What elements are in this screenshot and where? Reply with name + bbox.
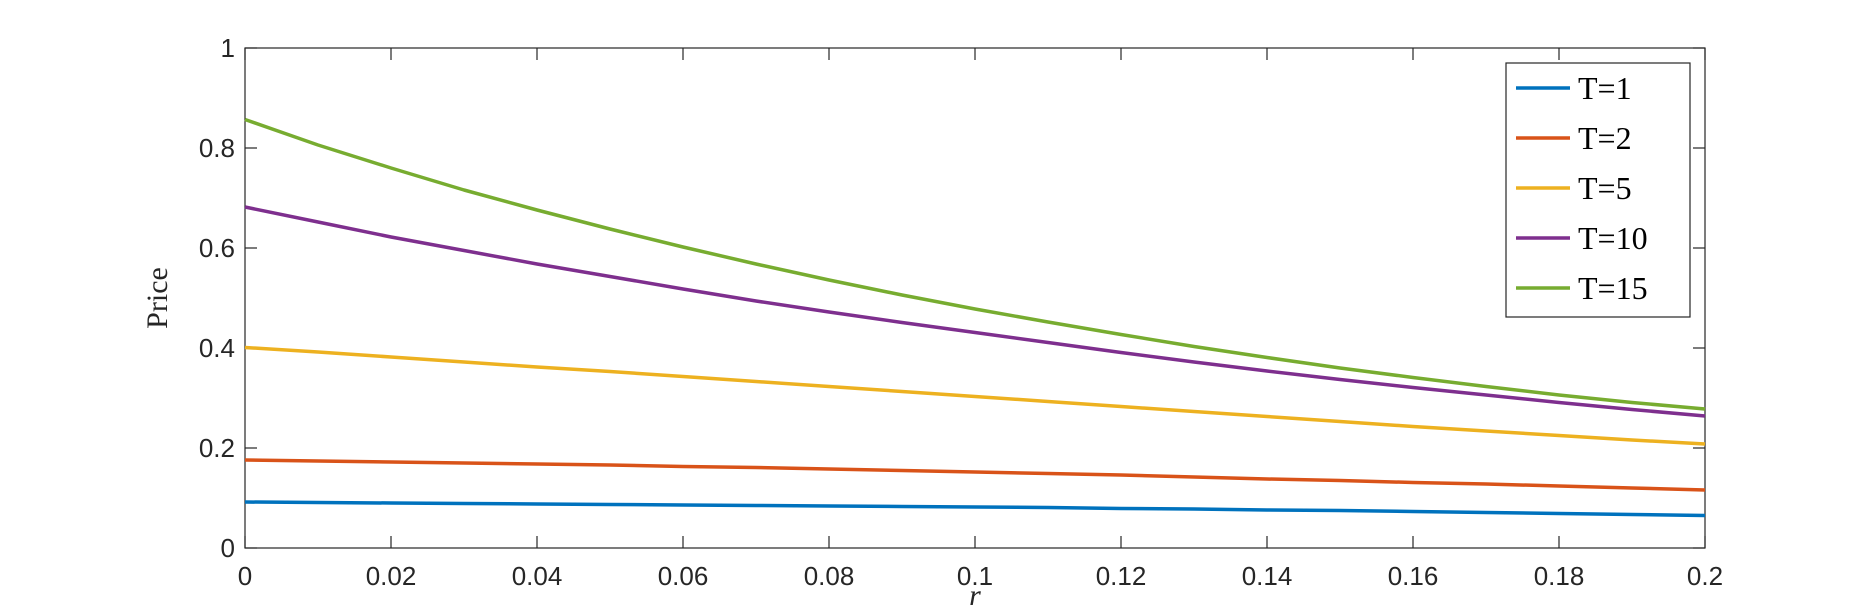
legend: T=1 T=2 T=5 T=10 T=15 — [1505, 62, 1691, 318]
x-tick-label: 0.16 — [1388, 561, 1439, 591]
legend-label-t-1: T=1 — [1578, 70, 1632, 106]
x-tick-label: 0.1 — [957, 561, 993, 591]
y-tick-label: 0 — [221, 533, 235, 563]
legend-label-t-5: T=5 — [1578, 170, 1632, 206]
x-tick-label: 0.02 — [366, 561, 417, 591]
x-tick-label: 0.04 — [512, 561, 563, 591]
legend-label-t-15: T=15 — [1578, 270, 1648, 306]
series-line-t-5 — [244, 345, 1706, 446]
axis-ticks — [244, 47, 1706, 549]
legend-label-t-10: T=10 — [1578, 220, 1648, 256]
y-tick-label: 0.6 — [199, 233, 235, 263]
x-axis-label: r — [969, 579, 981, 610]
y-tick-labels: 0 0.2 0.4 0.6 0.8 1 — [199, 33, 235, 563]
x-tick-label: 0.2 — [1687, 561, 1723, 591]
legend-label-t-2: T=2 — [1578, 120, 1632, 156]
series-line-t-15 — [244, 117, 1706, 411]
x-tick-label: 0 — [238, 561, 252, 591]
y-tick-label: 0.8 — [199, 133, 235, 163]
x-tick-label: 0.14 — [1242, 561, 1293, 591]
x-tick-label: 0.06 — [658, 561, 709, 591]
y-tick-label: 0.4 — [199, 333, 235, 363]
series-line-t-1 — [244, 500, 1706, 518]
y-tick-label: 0.2 — [199, 433, 235, 463]
series-line-t-2 — [244, 458, 1706, 492]
y-axis-label: Price — [141, 267, 174, 329]
x-tick-label: 0.08 — [804, 561, 855, 591]
y-tick-label: 1 — [221, 33, 235, 63]
legend-box — [1505, 62, 1691, 318]
x-tick-label: 0.18 — [1534, 561, 1585, 591]
x-tick-labels: 0 0.02 0.04 0.06 0.08 0.1 0.12 0.14 0.16 0.18 0.2 — [238, 561, 1723, 591]
series-layer — [244, 117, 1706, 518]
plot-area — [244, 47, 1706, 549]
series-line-t-10 — [244, 205, 1706, 418]
x-tick-label: 0.12 — [1096, 561, 1147, 591]
